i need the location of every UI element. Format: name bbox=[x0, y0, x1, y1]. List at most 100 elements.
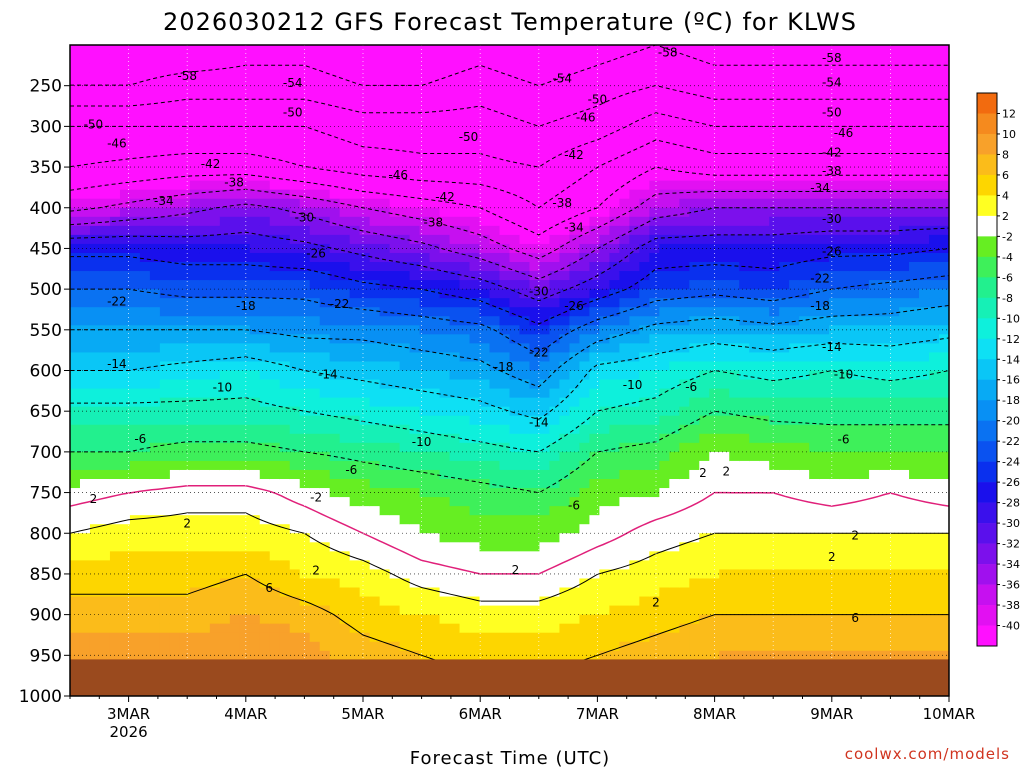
temperature-cell bbox=[209, 605, 221, 616]
temperature-cell bbox=[519, 442, 531, 453]
temperature-cell bbox=[439, 307, 451, 317]
temperature-cell bbox=[119, 397, 131, 408]
temperature-cell bbox=[89, 451, 101, 462]
temperature-cell bbox=[70, 632, 81, 643]
temperature-cell bbox=[619, 469, 630, 480]
temperature-cell bbox=[149, 488, 161, 498]
temperature-cell bbox=[169, 632, 181, 643]
temperature-cell bbox=[229, 506, 241, 516]
temperature-cell bbox=[399, 361, 411, 372]
temperature-cell bbox=[449, 542, 461, 552]
temperature-cell bbox=[699, 99, 710, 109]
temperature-cell bbox=[499, 388, 511, 399]
temperature-cell bbox=[289, 605, 301, 616]
temperature-cell bbox=[459, 99, 471, 109]
temperature-cell bbox=[289, 488, 301, 498]
temperature-cell bbox=[89, 433, 101, 444]
temperature-cell bbox=[349, 442, 361, 453]
temperature-cell bbox=[179, 632, 191, 643]
temperature-cell bbox=[509, 433, 521, 444]
temperature-cell bbox=[649, 307, 660, 317]
temperature-cell bbox=[239, 370, 251, 381]
temperature-cell bbox=[79, 406, 91, 417]
temperature-cell bbox=[99, 406, 111, 417]
temperature-cell bbox=[529, 388, 541, 399]
temperature-cell bbox=[579, 352, 591, 363]
temperature-cell bbox=[329, 460, 341, 471]
temperature-cell bbox=[249, 234, 261, 245]
temperature-cell bbox=[129, 198, 141, 209]
temperature-cell bbox=[579, 189, 591, 200]
temperature-cell bbox=[679, 325, 690, 335]
temperature-cell bbox=[679, 641, 690, 652]
temperature-cell bbox=[519, 72, 531, 82]
temperature-cell bbox=[709, 90, 720, 100]
temperature-cell bbox=[299, 524, 311, 534]
temperature-cell bbox=[229, 135, 241, 146]
temperature-cell bbox=[499, 307, 511, 317]
temperature-cell bbox=[219, 433, 231, 444]
temperature-cell bbox=[559, 325, 571, 335]
temperature-cell bbox=[499, 479, 511, 489]
temperature-cell bbox=[719, 623, 730, 634]
temperature-cell bbox=[369, 153, 381, 164]
temperature-cell bbox=[79, 479, 91, 489]
temperature-cell bbox=[459, 352, 471, 363]
temperature-cell bbox=[399, 135, 411, 146]
temperature-cell bbox=[219, 45, 231, 55]
temperature-cell bbox=[269, 569, 281, 580]
temperature-cell bbox=[189, 45, 201, 55]
temperature-cell bbox=[619, 153, 630, 164]
temperature-cell bbox=[559, 54, 571, 64]
temperature-cell bbox=[739, 388, 750, 399]
temperature-cell bbox=[299, 488, 311, 498]
temperature-cell bbox=[189, 352, 201, 363]
temperature-cell bbox=[699, 271, 710, 281]
temperature-cell bbox=[259, 596, 271, 607]
temperature-cell bbox=[179, 289, 191, 299]
temperature-cell bbox=[169, 515, 181, 525]
temperature-cell bbox=[149, 252, 161, 263]
temperature-cell bbox=[599, 234, 610, 245]
temperature-cell bbox=[469, 433, 481, 444]
temperature-cell bbox=[479, 343, 491, 354]
temperature-cell bbox=[569, 451, 581, 462]
temperature-cell bbox=[289, 623, 301, 634]
temperature-cell bbox=[249, 397, 261, 408]
temperature-cell bbox=[469, 207, 481, 218]
temperature-cell bbox=[609, 587, 620, 598]
temperature-cell bbox=[619, 280, 630, 290]
temperature-cell bbox=[70, 587, 81, 598]
temperature-cell bbox=[119, 623, 131, 634]
temperature-cell bbox=[589, 271, 600, 281]
temperature-cell bbox=[729, 180, 740, 191]
temperature-cell bbox=[559, 361, 571, 372]
temperature-cell bbox=[419, 189, 431, 200]
temperature-cell bbox=[389, 316, 401, 326]
temperature-cell bbox=[169, 587, 181, 598]
temperature-cell bbox=[639, 225, 650, 236]
temperature-cell bbox=[449, 216, 461, 227]
temperature-cell bbox=[359, 605, 371, 616]
temperature-cell bbox=[629, 126, 640, 137]
temperature-cell bbox=[199, 433, 211, 444]
temperature-cell bbox=[199, 117, 211, 127]
temperature-cell bbox=[109, 361, 121, 372]
temperature-cell bbox=[259, 252, 271, 263]
temperature-cell bbox=[689, 433, 700, 444]
temperature-cell bbox=[129, 605, 141, 616]
temperature-cell bbox=[259, 298, 271, 308]
temperature-cell bbox=[219, 424, 231, 435]
temperature-cell bbox=[449, 605, 461, 616]
temperature-cell bbox=[619, 171, 630, 182]
temperature-cell bbox=[539, 72, 551, 82]
temperature-cell bbox=[629, 216, 640, 227]
temperature-cell bbox=[679, 198, 690, 209]
temperature-cell bbox=[619, 144, 630, 155]
temperature-cell bbox=[419, 632, 431, 643]
temperature-cell bbox=[499, 135, 511, 146]
temperature-cell bbox=[70, 569, 81, 580]
temperature-cell bbox=[269, 460, 281, 471]
temperature-cell bbox=[509, 198, 521, 209]
temperature-cell bbox=[149, 108, 161, 118]
